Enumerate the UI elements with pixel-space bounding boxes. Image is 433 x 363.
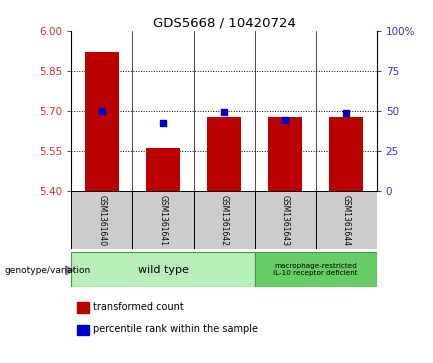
- Text: percentile rank within the sample: percentile rank within the sample: [93, 324, 258, 334]
- Bar: [146, 148, 180, 191]
- Text: GSM1361640: GSM1361640: [97, 195, 107, 246]
- Point: [343, 110, 350, 116]
- Text: GSM1361644: GSM1361644: [342, 195, 351, 246]
- Text: GSM1361641: GSM1361641: [158, 195, 168, 246]
- Text: wild type: wild type: [138, 265, 188, 274]
- Point: [281, 117, 288, 123]
- Bar: [207, 117, 241, 191]
- Point: [159, 120, 166, 126]
- Point: [220, 109, 228, 115]
- Bar: [255, 191, 316, 249]
- Polygon shape: [66, 266, 74, 275]
- Bar: [71, 252, 255, 287]
- Text: GSM1361642: GSM1361642: [220, 195, 229, 246]
- Text: transformed count: transformed count: [93, 302, 184, 312]
- Bar: [268, 117, 302, 191]
- Text: GSM1361643: GSM1361643: [281, 195, 290, 246]
- Bar: [71, 191, 132, 249]
- Bar: [132, 191, 194, 249]
- Text: genotype/variation: genotype/variation: [4, 266, 90, 275]
- Bar: [316, 191, 377, 249]
- Point: [99, 108, 106, 114]
- Bar: [330, 117, 363, 191]
- Text: macrophage-restricted
IL-10 receptor deficient: macrophage-restricted IL-10 receptor def…: [273, 263, 358, 276]
- Bar: [194, 191, 255, 249]
- Title: GDS5668 / 10420724: GDS5668 / 10420724: [153, 17, 295, 30]
- Bar: [255, 252, 377, 287]
- Bar: [85, 52, 119, 191]
